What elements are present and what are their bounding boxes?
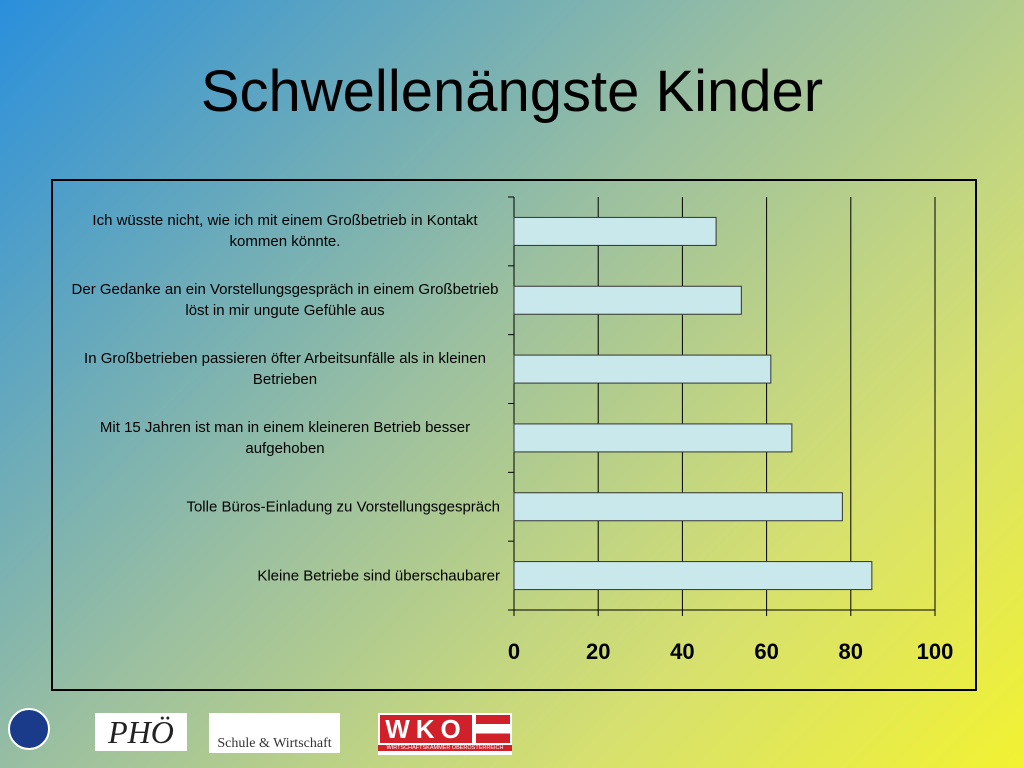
category-label-box: Kleine Betriebe sind überschaubarer [60,565,500,586]
category-label-box: In Großbetrieben passieren öfter Arbeits… [60,348,500,390]
logo-wko-text: WKO [380,715,472,743]
x-tick-label: 20 [586,639,610,664]
bar [513,285,742,315]
category-label-box: Mit 15 Jahren ist man in einem kleineren… [60,417,500,459]
x-tick-label: 100 [917,639,954,664]
chart-title: Schwellenängste Kinder [200,59,824,124]
bar [513,492,843,522]
x-tick-label: 60 [754,639,778,664]
category-label: Mit 15 Jahren ist man in einem kleineren… [99,418,471,457]
logo-wko-flag [476,715,510,743]
logo-schule-wirtschaft: Schule & Wirtschaft [209,713,340,753]
x-tick-label: 0 [508,639,520,664]
chart-frame [51,179,977,691]
x-tick-label: 80 [839,639,863,664]
category-label: Tolle Büros-Einladung zu Vorstellungsges… [186,498,500,516]
category-label: Kleine Betriebe sind überschaubarer [257,567,500,585]
logo-pho: PHÖ [95,713,187,751]
bar [513,561,873,591]
category-label-box: Ich wüsste nicht, wie ich mit einem Groß… [60,210,500,252]
logo-lll [8,708,50,750]
bar [513,354,772,384]
bar [513,216,717,246]
x-tick-label: 40 [670,639,694,664]
category-label: Ich wüsste nicht, wie ich mit einem Groß… [92,212,478,251]
category-label: In Großbetrieben passieren öfter Arbeits… [84,350,486,389]
category-label-box: Tolle Büros-Einladung zu Vorstellungsges… [60,496,500,517]
category-label-box: Der Gedanke an ein Vorstellungsgespräch … [60,279,500,321]
bar [513,423,793,453]
logo-wko-sub: WIRTSCHAFTSKAMMER OBERÖSTERREICH [378,745,512,751]
category-label: Der Gedanke an ein Vorstellungsgespräch … [71,281,499,320]
logo-wko: WKO WIRTSCHAFTSKAMMER OBERÖSTERREICH [378,713,512,755]
